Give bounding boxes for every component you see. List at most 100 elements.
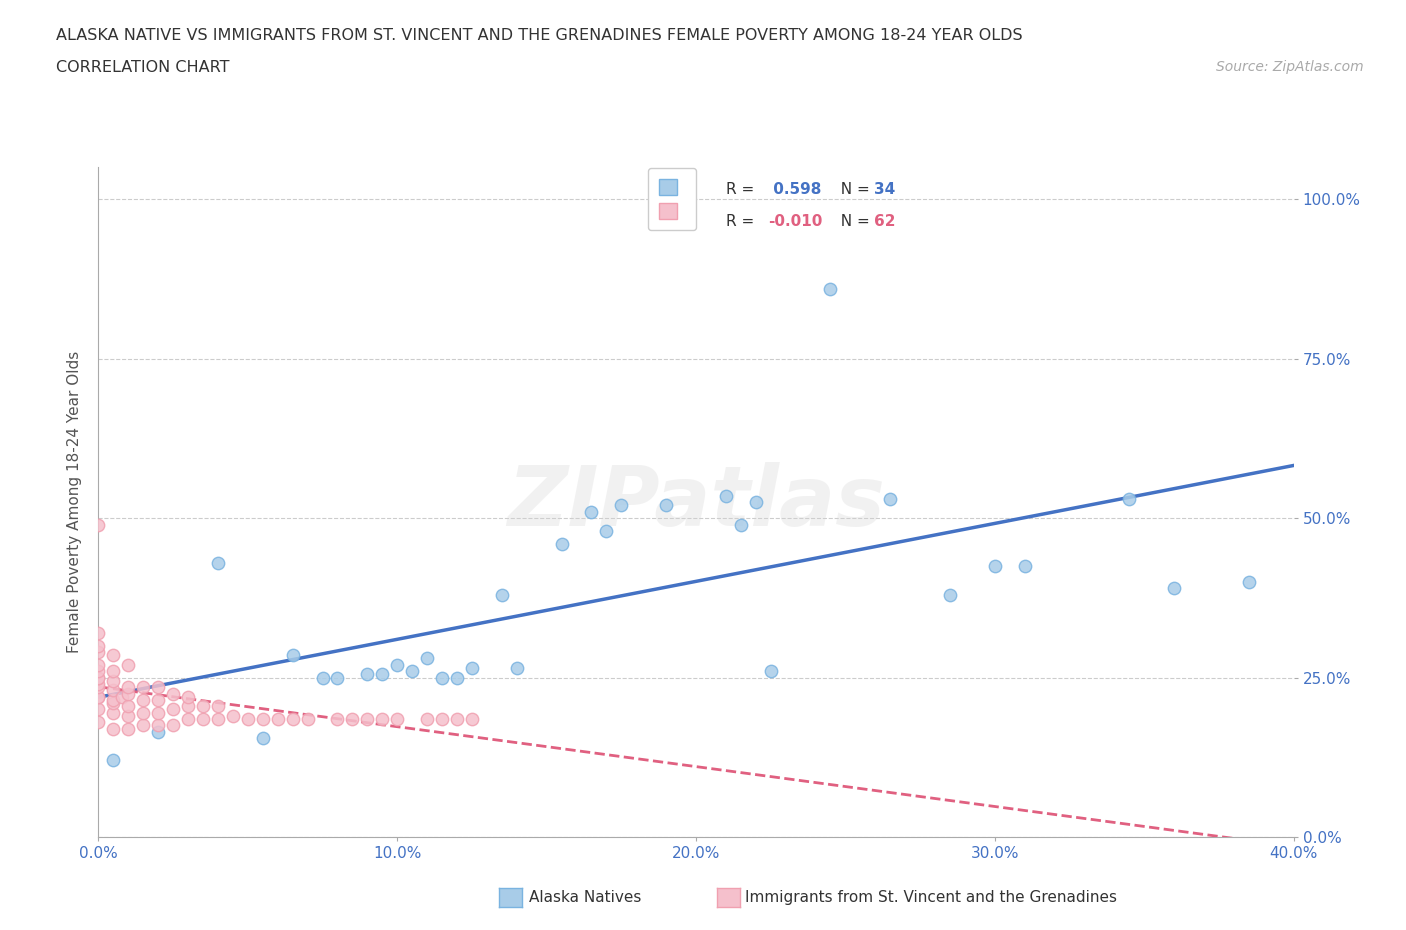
- Point: [491, 587, 513, 602]
- Point: [252, 711, 274, 726]
- Point: [103, 683, 125, 698]
- Point: [326, 671, 349, 685]
- Point: [103, 664, 125, 679]
- Point: [446, 711, 468, 726]
- Point: [581, 504, 603, 519]
- Text: 34: 34: [875, 181, 896, 197]
- Point: [506, 660, 529, 675]
- Point: [191, 698, 214, 713]
- Point: [550, 537, 572, 551]
- Point: [132, 705, 155, 720]
- Point: [87, 638, 110, 653]
- Point: [87, 517, 110, 532]
- Point: [191, 711, 214, 726]
- Point: [281, 711, 304, 726]
- Point: [87, 671, 110, 685]
- Point: [745, 495, 768, 510]
- Legend: , : ,: [648, 168, 696, 230]
- Point: [103, 693, 125, 708]
- Point: [87, 664, 110, 679]
- Point: [111, 689, 134, 704]
- Text: N =: N =: [831, 181, 875, 197]
- Y-axis label: Female Poverty Among 18-24 Year Olds: Female Poverty Among 18-24 Year Olds: [67, 352, 83, 654]
- Text: 0.598: 0.598: [768, 181, 821, 197]
- Point: [117, 721, 139, 736]
- Point: [461, 660, 484, 675]
- Point: [326, 711, 349, 726]
- Point: [87, 715, 110, 730]
- Point: [87, 671, 110, 685]
- Point: [939, 587, 962, 602]
- Text: ALASKA NATIVE VS IMMIGRANTS FROM ST. VINCENT AND THE GRENADINES FEMALE POVERTY A: ALASKA NATIVE VS IMMIGRANTS FROM ST. VIN…: [56, 28, 1024, 43]
- Point: [416, 651, 439, 666]
- Text: Source: ZipAtlas.com: Source: ZipAtlas.com: [1216, 60, 1364, 74]
- Point: [356, 667, 378, 682]
- Point: [207, 711, 229, 726]
- Point: [103, 648, 125, 663]
- Point: [117, 658, 139, 672]
- Point: [1237, 575, 1260, 590]
- Text: 62: 62: [875, 214, 896, 229]
- Point: [87, 689, 110, 704]
- Point: [281, 648, 304, 663]
- Point: [207, 698, 229, 713]
- Point: [430, 711, 453, 726]
- Point: [879, 492, 901, 507]
- Point: [87, 626, 110, 641]
- Point: [595, 524, 617, 538]
- Text: Alaska Natives: Alaska Natives: [529, 890, 641, 905]
- Point: [148, 705, 170, 720]
- Point: [446, 671, 468, 685]
- Point: [148, 718, 170, 733]
- Point: [148, 693, 170, 708]
- Point: [103, 696, 125, 711]
- Text: R =: R =: [725, 181, 759, 197]
- Point: [371, 667, 394, 682]
- Point: [103, 721, 125, 736]
- Point: [162, 718, 184, 733]
- Point: [87, 644, 110, 659]
- Point: [103, 673, 125, 688]
- Point: [207, 555, 229, 570]
- Point: [342, 711, 364, 726]
- Text: R =: R =: [725, 214, 759, 229]
- Point: [730, 517, 752, 532]
- Point: [1163, 581, 1185, 596]
- Point: [177, 689, 200, 704]
- Text: N =: N =: [831, 214, 875, 229]
- Point: [87, 702, 110, 717]
- Point: [87, 676, 110, 691]
- Point: [759, 664, 782, 679]
- Point: [177, 698, 200, 713]
- Point: [820, 281, 842, 296]
- Point: [610, 498, 633, 512]
- Point: [385, 658, 409, 672]
- Point: [430, 671, 453, 685]
- Point: [1014, 559, 1036, 574]
- Point: [87, 680, 110, 695]
- Point: [385, 711, 409, 726]
- Point: [103, 705, 125, 720]
- Point: [655, 498, 678, 512]
- Point: [177, 711, 200, 726]
- Point: [132, 693, 155, 708]
- Point: [132, 718, 155, 733]
- Point: [356, 711, 378, 726]
- Point: [162, 686, 184, 701]
- Point: [236, 711, 259, 726]
- Point: [132, 680, 155, 695]
- Point: [416, 711, 439, 726]
- Text: Immigrants from St. Vincent and the Grenadines: Immigrants from St. Vincent and the Gren…: [745, 890, 1118, 905]
- Point: [371, 711, 394, 726]
- Point: [401, 664, 423, 679]
- Point: [148, 680, 170, 695]
- Point: [117, 686, 139, 701]
- Point: [297, 711, 319, 726]
- Point: [148, 724, 170, 739]
- Point: [117, 680, 139, 695]
- Point: [87, 689, 110, 704]
- Point: [117, 698, 139, 713]
- Text: -0.010: -0.010: [768, 214, 823, 229]
- Point: [252, 731, 274, 746]
- Point: [162, 702, 184, 717]
